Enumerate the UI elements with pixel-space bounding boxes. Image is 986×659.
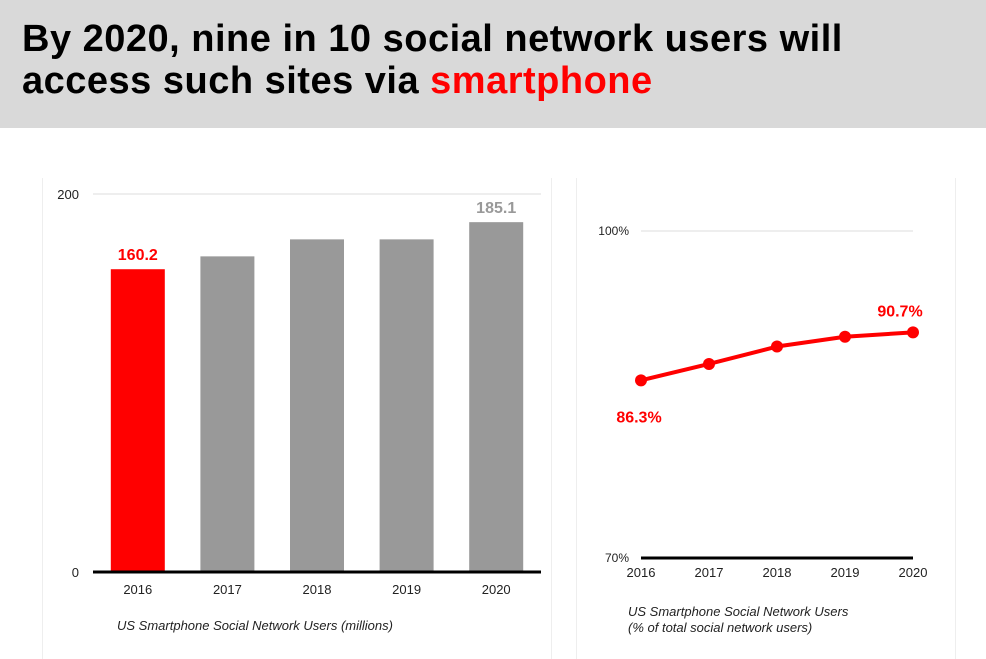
bar-chart-bar (290, 239, 344, 573)
bar-chart-bar (200, 256, 255, 572)
line-chart-x-tick-label: 2017 (695, 565, 724, 580)
line-chart-x-tick-label: 2016 (627, 565, 656, 580)
line-chart-x-tick-label: 2018 (763, 565, 792, 580)
line-chart-data-label: 86.3% (616, 409, 661, 426)
bar-chart-caption: US Smartphone Social Network Users (mill… (117, 618, 393, 633)
line-chart-y-tick-label: 70% (605, 551, 629, 565)
bar-chart-x-tick-label: 2016 (123, 582, 152, 597)
line-chart-caption-line-2: (% of total social network users) (628, 620, 813, 635)
line-chart-panel: 70% 100% 2016 2017 2018 2019 2020 86.3% 90.7% US… (576, 178, 956, 659)
title-band: By 2020, nine in 10 social network users… (0, 0, 986, 128)
line-chart-point (907, 326, 919, 339)
line-chart-point (771, 340, 783, 353)
line-chart-series-line (640, 330, 914, 383)
title-highlight-word: smartphone (430, 60, 653, 102)
line-chart-caption: US Smartphone Social Network Users (% of… (628, 604, 848, 636)
title-line-1: By 2020, nine in 10 social network users… (22, 18, 843, 60)
line-chart-point (839, 330, 851, 343)
page-title: By 2020, nine in 10 social network users… (22, 18, 843, 102)
bar-chart-bar (469, 222, 524, 572)
line-chart-y-tick-label: 100% (598, 224, 629, 238)
line-chart-point (635, 374, 647, 387)
line-chart-x-tick-label: 2019 (831, 565, 860, 580)
line-chart-x-tick-label: 2020 (899, 565, 928, 580)
line-chart: 70% 100% 2016 2017 2018 2019 2020 86.3% 90.7% (598, 224, 928, 580)
bar-chart-x-tick-label: 2017 (213, 582, 242, 597)
bar-chart-data-label: 160.2 (118, 247, 158, 264)
bar-chart-x-tick-label: 2018 (303, 582, 332, 597)
title-line-2-prefix: access such sites via (22, 60, 431, 102)
bar-chart-bar (110, 269, 165, 572)
bar-chart-data-label: 185.1 (476, 200, 516, 217)
line-chart-caption-line-1: US Smartphone Social Network Users (628, 604, 849, 619)
bar-chart: 0 200 2016 2017 2018 2019 2020 160.2 185.1 (57, 187, 541, 597)
bar-chart-x-tick-label: 2020 (482, 582, 511, 597)
line-chart-data-label: 90.7% (877, 303, 922, 320)
bar-chart-y-tick-label: 0 (72, 565, 79, 580)
line-chart-point (703, 357, 715, 370)
bar-chart-x-tick-label: 2019 (392, 582, 421, 597)
bar-chart-bar (379, 239, 434, 573)
bar-chart-panel: 0 200 2016 2017 2018 2019 2020 160.2 185.1 US Sm… (42, 178, 552, 659)
bar-chart-y-tick-label: 200 (57, 187, 79, 202)
title-line-2: access such sites via smartphone (22, 60, 843, 102)
